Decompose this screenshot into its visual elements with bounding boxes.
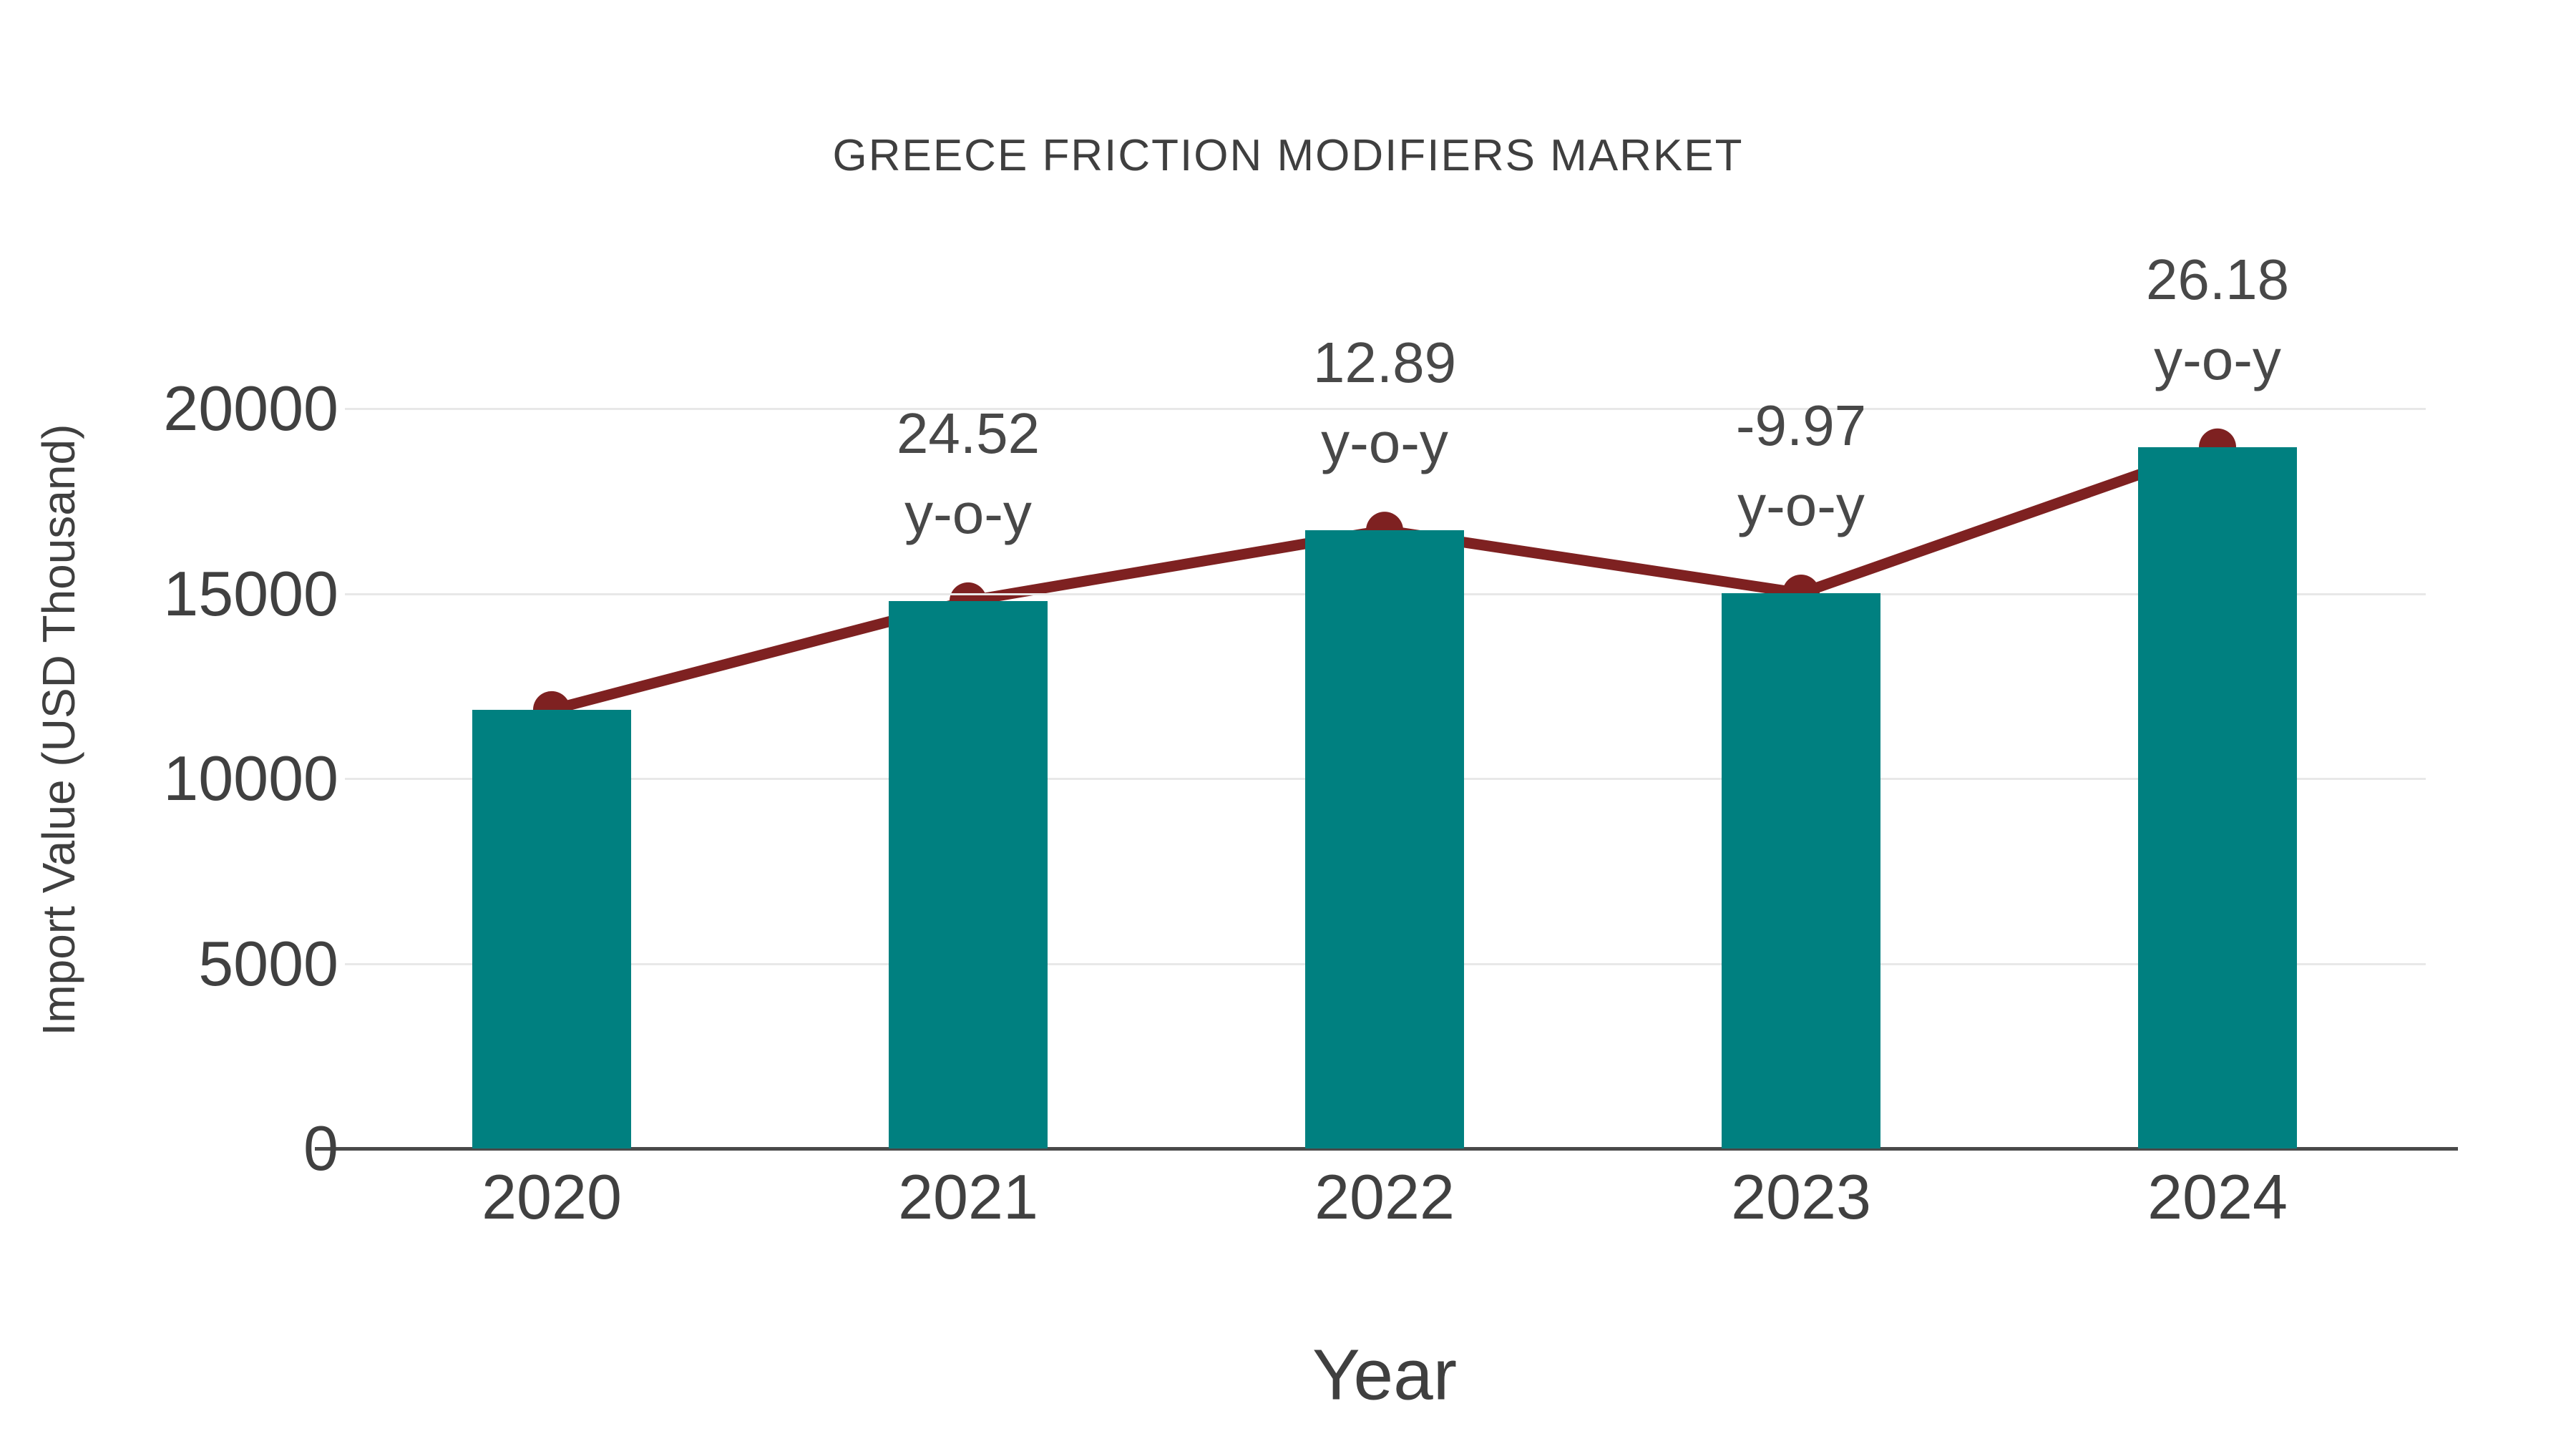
- bar-2020: [472, 709, 631, 1148]
- x-tick-label-2021: 2021: [898, 1161, 1038, 1232]
- y-axis-title: Import Value (USD Thousand): [33, 424, 84, 1036]
- x-axis-line: [315, 1147, 2458, 1151]
- y-tick-label: 15000: [163, 557, 338, 629]
- x-axis-title: Year: [1312, 1335, 1458, 1415]
- y-tick-label: 5000: [198, 927, 338, 999]
- gridline: [345, 408, 2426, 410]
- x-tick-label-2020: 2020: [482, 1161, 622, 1232]
- yoy-label-2023: -9.97 y-o-y: [1735, 393, 1867, 537]
- bar-2024: [2138, 447, 2297, 1148]
- y-tick-label: 10000: [163, 743, 338, 814]
- bar-2022: [1305, 530, 1464, 1148]
- x-tick-label-2024: 2024: [2147, 1161, 2288, 1232]
- x-tick-label-2023: 2023: [1731, 1161, 1871, 1232]
- x-tick-label-2022: 2022: [1314, 1161, 1455, 1232]
- yoy-label-2024: 26.18 y-o-y: [2145, 247, 2290, 391]
- y-tick-label: 0: [303, 1113, 338, 1184]
- yoy-label-2022: 12.89 y-o-y: [1312, 331, 1457, 475]
- y-tick-label: 20000: [163, 373, 338, 444]
- chart-title: GREECE FRICTION MODIFIERS MARKET: [832, 131, 1744, 180]
- bar-2023: [1722, 592, 1880, 1148]
- yoy-label-2021: 24.52 y-o-y: [896, 401, 1040, 545]
- bar-2021: [889, 600, 1048, 1148]
